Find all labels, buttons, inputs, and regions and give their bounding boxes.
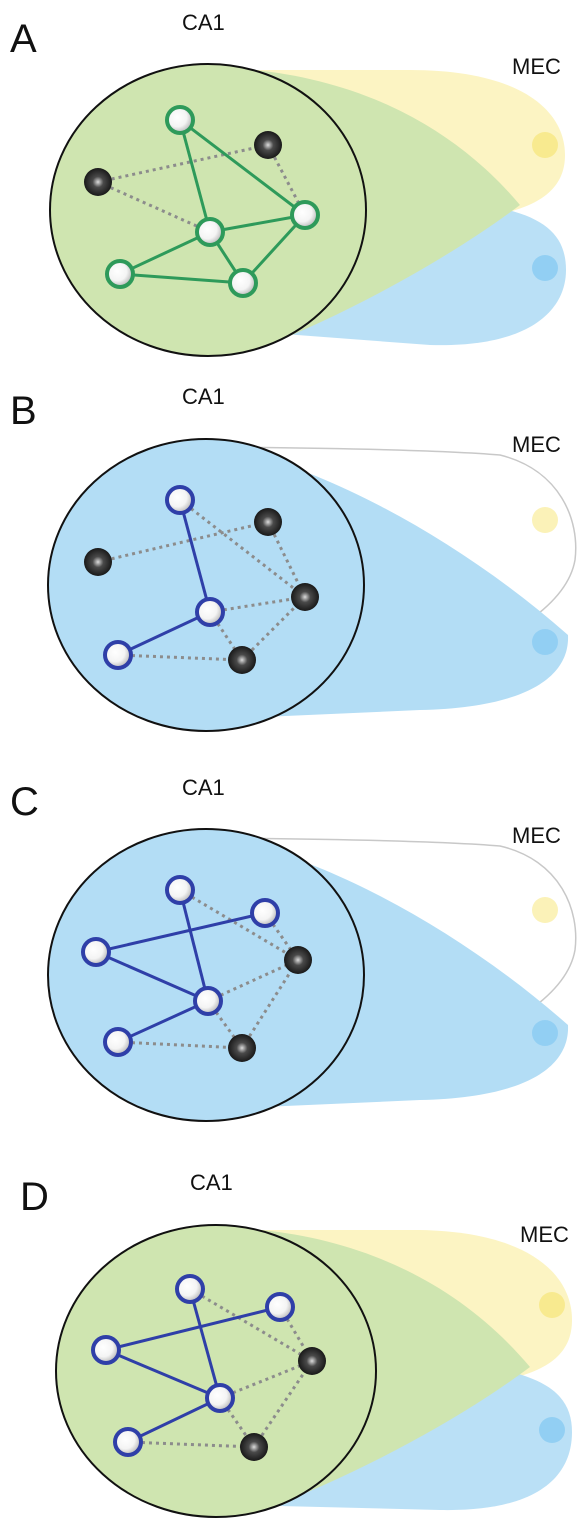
active-connections <box>117 499 212 657</box>
active-neuron <box>250 898 280 928</box>
active-neuron <box>113 1427 143 1457</box>
active-neuron <box>81 937 111 967</box>
panel-d: D CA1 MEC <box>20 1170 572 1518</box>
mec-label: MEC <box>512 823 561 848</box>
panel-letter: A <box>10 17 37 61</box>
active-neuron <box>195 217 225 247</box>
active-neuron <box>103 1027 133 1057</box>
inactive-neuron <box>84 168 112 196</box>
inactive-neuron <box>228 1034 256 1062</box>
active-neuron <box>175 1274 205 1304</box>
active-neuron <box>265 1292 295 1322</box>
active-neuron <box>205 1383 235 1413</box>
ca1-label: CA1 <box>190 1170 233 1195</box>
active-connections <box>105 1288 281 1444</box>
mec-yellow-node <box>532 132 558 158</box>
active-connections <box>95 889 266 1044</box>
dashed-connections <box>127 1287 314 1449</box>
mec-blue-node <box>532 629 558 655</box>
active-neuron <box>193 986 223 1016</box>
active-neuron <box>165 485 195 515</box>
active-neuron <box>91 1335 121 1365</box>
ca1-region <box>47 438 365 732</box>
inactive-neuron <box>240 1433 268 1461</box>
mec-yellow-node <box>539 1292 565 1318</box>
mec-label: MEC <box>512 54 561 79</box>
ca1-region <box>55 1224 377 1518</box>
mec-label: MEC <box>520 1222 569 1247</box>
active-neuron <box>165 105 195 135</box>
panel-letter: C <box>10 780 39 824</box>
ca1-label: CA1 <box>182 10 225 35</box>
inactive-neuron <box>291 583 319 611</box>
ca1-region <box>47 828 365 1122</box>
inactive-neuron <box>284 946 312 974</box>
panel-letter: B <box>10 389 37 433</box>
inactive-neuron <box>228 646 256 674</box>
ca1-label: CA1 <box>182 384 225 409</box>
inactive-neuron <box>84 548 112 576</box>
panel-letter: D <box>20 1175 49 1219</box>
ca1-label: CA1 <box>182 775 225 800</box>
mec-yellow-node <box>532 507 558 533</box>
active-neuron <box>105 259 135 289</box>
mec-label: MEC <box>512 432 561 457</box>
inactive-neuron <box>254 131 282 159</box>
mec-blue-node <box>532 1020 558 1046</box>
active-neuron <box>103 640 133 670</box>
active-neuron <box>290 200 320 230</box>
mec-blue-node <box>532 255 558 281</box>
inactive-neuron <box>254 508 282 536</box>
active-neuron <box>165 875 195 905</box>
active-neuron <box>228 268 258 298</box>
inactive-neuron <box>298 1347 326 1375</box>
mec-yellow-node <box>532 897 558 923</box>
panel-a: A CA1 MEC <box>10 10 566 357</box>
panel-c: C CA1 MEC <box>10 775 577 1122</box>
mec-blue-node <box>539 1417 565 1443</box>
panel-b: B CA1 MEC <box>10 384 577 732</box>
active-neuron <box>195 597 225 627</box>
